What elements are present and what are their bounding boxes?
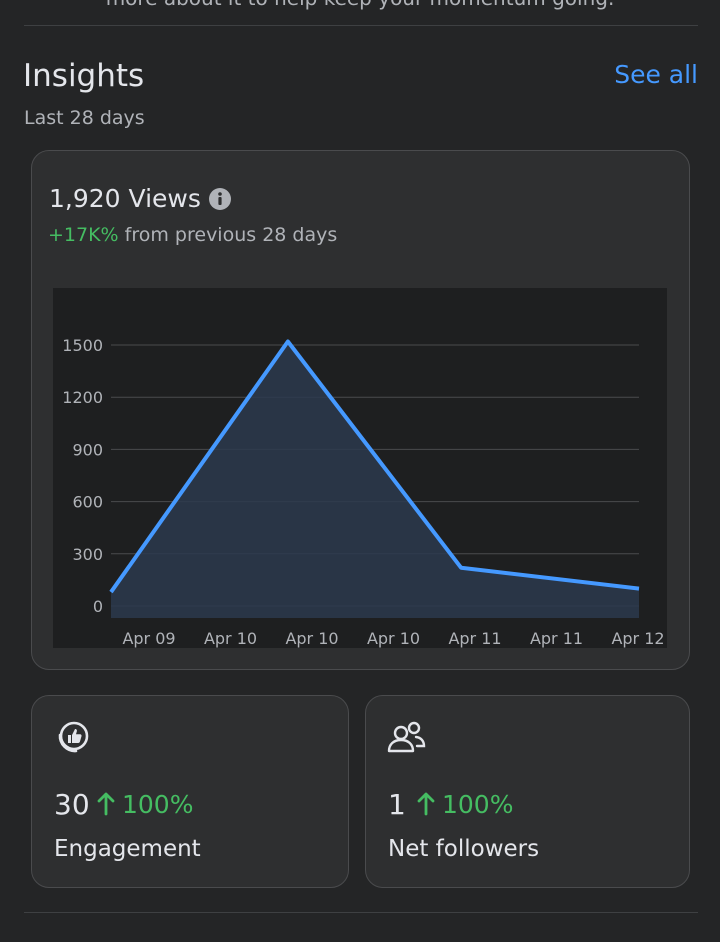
y-tick-label: 1200 [62, 388, 103, 407]
x-tick-label: Apr 11 [448, 629, 501, 648]
views-chart: 0 300 600 900 1200 1500 Apr 09 Apr 10 Apr 10 Apr … [53, 288, 667, 648]
thumbs-up-badge-icon [58, 721, 89, 753]
engagement-value: 30 [54, 788, 90, 821]
x-tick-label: Apr 12 [611, 629, 664, 648]
y-tick-label: 900 [72, 440, 103, 459]
truncated-text: more about it to help keep your momentum… [0, 0, 720, 10]
area-fill [111, 341, 639, 618]
x-tick-label: Apr 10 [204, 629, 257, 648]
see-all-link[interactable]: See all [614, 60, 698, 89]
section-title: Insights [23, 58, 145, 94]
divider [24, 912, 698, 913]
date-range-label: Last 28 days [24, 107, 145, 129]
people-icon [387, 721, 426, 753]
net-followers-card[interactable]: 1 100% Net followers [365, 695, 690, 888]
divider [24, 25, 698, 26]
arrow-up-icon [97, 792, 115, 816]
y-tick-label: 300 [72, 545, 103, 564]
views-change-suffix: from previous 28 days [118, 224, 338, 246]
net-followers-value: 1 [388, 788, 406, 821]
x-tick-label: Apr 10 [367, 629, 420, 648]
x-tick-label: Apr 11 [530, 629, 583, 648]
x-tick-label: Apr 10 [285, 629, 338, 648]
x-tick-label: Apr 09 [122, 629, 175, 648]
views-count: 1,920 Views [49, 184, 201, 213]
engagement-card[interactable]: 30 100% Engagement [31, 695, 349, 888]
y-tick-label: 1500 [62, 336, 103, 355]
arrow-up-icon [417, 792, 435, 816]
views-change: +17K% from previous 28 days [48, 224, 337, 246]
series-line [109, 339, 640, 594]
y-tick-label: 600 [72, 493, 103, 512]
net-followers-change: 100% [442, 790, 514, 819]
engagement-change: 100% [122, 790, 194, 819]
y-tick-label: 0 [93, 597, 103, 616]
info-circle-icon[interactable] [208, 187, 232, 211]
engagement-label: Engagement [54, 836, 201, 862]
views-change-percent: +17K% [48, 224, 119, 246]
net-followers-label: Net followers [388, 836, 540, 862]
